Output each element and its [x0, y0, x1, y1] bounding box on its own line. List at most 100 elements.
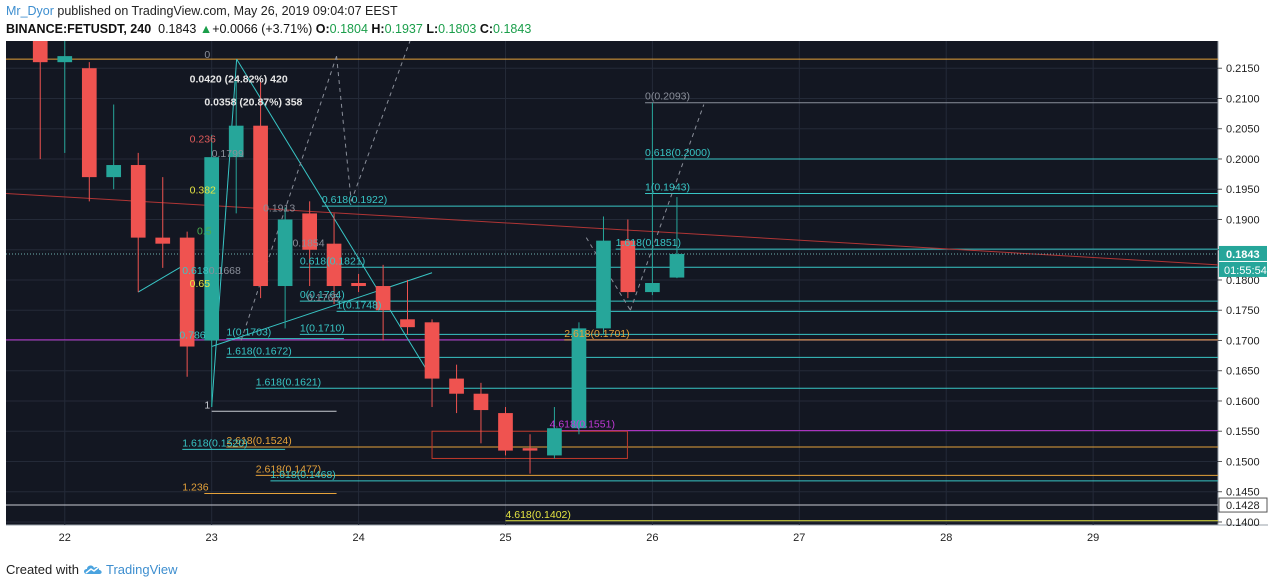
y-tick-label: 0.1800 [1226, 275, 1260, 287]
candle [302, 201, 318, 287]
candle-body [669, 253, 685, 278]
fib-ratio-label: 0.1668 [209, 265, 241, 277]
fib-level-label: 0.618(0.1821) [300, 255, 365, 267]
x-tick-label: 25 [499, 532, 511, 544]
fib-labels: 0(0.2093) 0.618(0.2000) 1(0.1943) 0.618(0.1… [179, 49, 710, 521]
fib-level-label: 1.618(0.1468) [270, 469, 335, 481]
candle [571, 322, 587, 435]
low-label: L: [426, 22, 439, 36]
price-change: +0.0066 (+3.71%) [212, 22, 313, 36]
candle-body [424, 322, 440, 379]
y-tick-label: 0.1700 [1226, 335, 1260, 347]
fib-level-label: 4.618(0.1402) [505, 509, 570, 521]
fib-ratio-label: 0.1913 [263, 203, 295, 215]
candle-body [498, 413, 513, 451]
fib-level-label: 1.618(0.1851) [616, 237, 681, 249]
fib-ratio-label: 0.382 [190, 184, 216, 196]
candle [81, 62, 97, 202]
trend-line [211, 59, 238, 408]
candle-body [130, 165, 146, 238]
low-price-badge [1218, 497, 1268, 513]
fib-level-label: 1.618(0.1520) [182, 437, 247, 449]
y-tick-label: 0.1900 [1226, 214, 1260, 226]
grid-lines [6, 41, 1218, 525]
candle-body [620, 240, 636, 293]
measure-label: 0.0420 (24.82%) 420 [190, 74, 288, 86]
candle [449, 364, 464, 414]
publish-info: Mr_Dyor published on TradingView.com, Ma… [6, 4, 398, 18]
price-chart[interactable]: 0.1400 0.1450 0.1500 0.1550 0.1600 0.1650 0.17… [6, 41, 1268, 553]
fib-level-label: 1 [204, 399, 210, 411]
y-tick-label: 0.1750 [1226, 305, 1260, 317]
fib-ratio-label: 0 [204, 49, 210, 61]
x-tick-label: 26 [646, 532, 658, 544]
footer: Created with TradingView [6, 562, 178, 579]
candle-body [106, 165, 122, 178]
x-tick-label: 24 [352, 532, 364, 544]
symbol-info-line: BINANCE:FETUSDT, 240 0.1843 ▲+0.0066 (+3… [6, 22, 531, 36]
candle-body [302, 213, 318, 250]
candle [179, 231, 195, 377]
measure-label: 0.0358 (20.87%) 358 [204, 97, 302, 109]
candle [669, 197, 685, 279]
fib-ratio-label: 0.618 [182, 265, 208, 277]
y-tick-label: 0.1400 [1226, 517, 1260, 529]
y-tick-label: 0.1450 [1226, 487, 1260, 499]
candle-body [228, 125, 244, 158]
fib-level-label: 1(0.1748) [337, 299, 382, 311]
open-value: 0.1804 [329, 22, 368, 36]
y-tick-label: 0.1550 [1226, 426, 1260, 438]
y-tick-label: 0.2100 [1226, 93, 1260, 105]
candle [522, 434, 538, 474]
fib-level-label: 0(0.1764) [300, 289, 345, 301]
y-tick-label: 0.2000 [1226, 154, 1260, 166]
candle [253, 80, 268, 299]
countdown-label: 01:55:54 [1224, 265, 1267, 277]
author-link[interactable]: Mr_Dyor [6, 4, 54, 18]
high-value: 0.1937 [384, 22, 423, 36]
open-label: O: [315, 22, 330, 36]
fib-level-label: 2.618(0.1524) [226, 435, 291, 447]
candle [645, 102, 660, 296]
candle [106, 104, 122, 190]
y-tick-label: 0.2150 [1226, 63, 1260, 75]
fib-level-label: 4.618(0.1551) [550, 419, 615, 431]
candle [473, 382, 489, 444]
plot-content: 0(0.2093) 0.618(0.2000) 1(0.1943) 0.618(0.1… [6, 41, 1218, 522]
fib-level-label: 1.236 [182, 482, 208, 494]
trend-line [336, 56, 352, 202]
tradingview-brand-link[interactable]: TradingView [105, 562, 178, 577]
candle-body [400, 319, 415, 328]
fib-ratio-label: 0.1854 [292, 238, 324, 250]
fib-level-label: 1(0.1710) [300, 322, 345, 334]
low-value: 0.1803 [438, 22, 477, 36]
candle [620, 219, 636, 299]
fib-ratio-label: 0.1799 [212, 148, 244, 160]
candle-body [253, 125, 268, 287]
candle [351, 273, 366, 293]
candle [375, 264, 391, 341]
candle [204, 134, 220, 408]
candle-body [277, 219, 293, 287]
candle [547, 407, 562, 459]
candle [326, 213, 342, 305]
x-tick-label: 28 [940, 532, 952, 544]
candle [424, 319, 440, 408]
candle-body [645, 283, 660, 293]
fib-ratio-label: 0.65 [190, 278, 211, 290]
fib-ratio-label: 0.236 [190, 134, 216, 146]
close-label: C: [479, 22, 494, 36]
fib-ratio-label: 0.786 [179, 330, 205, 342]
candle-body [204, 157, 220, 341]
candle [498, 407, 513, 456]
x-tick-label: 29 [1087, 532, 1099, 544]
candle [155, 177, 171, 268]
price-axis-background [1218, 41, 1268, 525]
fib-level-label: 2.618(0.1477) [256, 463, 321, 475]
candle-body [155, 237, 171, 244]
candle [596, 216, 611, 335]
candle-body [571, 328, 587, 429]
countdown-badge [1219, 261, 1267, 277]
y-tick-label: 0.1950 [1226, 184, 1260, 196]
fib-level-label: 0.618(0.1922) [322, 194, 387, 206]
